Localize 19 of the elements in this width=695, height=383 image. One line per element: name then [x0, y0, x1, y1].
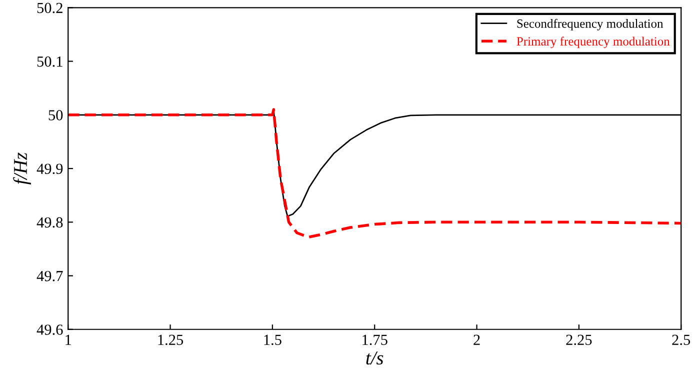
- x-tick-label: 2.5: [672, 334, 690, 346]
- y-tick-label: 49.9: [36, 164, 63, 174]
- y-tick-label: 50.2: [37, 2, 62, 14]
- y-tick-label: 49.7: [36, 270, 63, 282]
- y-tick-label: 50.1: [37, 56, 62, 67]
- legend-label: Secondfrequency modulation: [517, 18, 664, 30]
- x-axis-title: t/s: [366, 352, 384, 365]
- y-tick-label: 50: [48, 110, 63, 120]
- y-tick-label: 49.8: [36, 217, 63, 228]
- legend-label: Primary frequency modulation: [516, 36, 670, 48]
- x-tick-label: 1.75: [362, 334, 388, 346]
- x-tick-label: 2.25: [566, 334, 592, 346]
- x-tick-label: 1.5: [264, 334, 282, 346]
- x-tick-label: 2: [474, 334, 480, 345]
- y-axis-title: f/Hz: [13, 152, 31, 185]
- line-series: [68, 108, 682, 239]
- x-tick-label: 1.25: [158, 334, 184, 346]
- x-tick-label: 1: [66, 334, 72, 345]
- y-tick-label: 49.6: [36, 324, 63, 335]
